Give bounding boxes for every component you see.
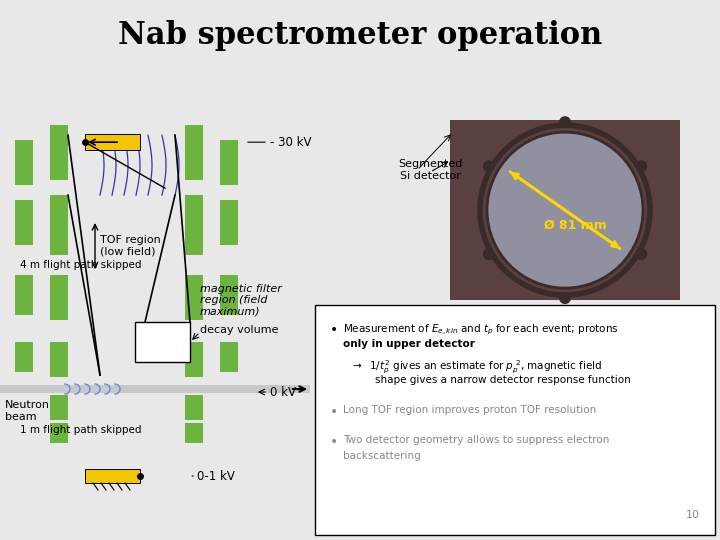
Text: Nab spectrometer operation: Nab spectrometer operation: [118, 19, 602, 51]
Circle shape: [483, 160, 495, 172]
Text: Segmented
Si detector: Segmented Si detector: [398, 159, 462, 181]
Text: •: •: [330, 435, 338, 449]
Bar: [220, 140, 238, 185]
Bar: [50, 342, 68, 377]
Text: 1 m flight path skipped: 1 m flight path skipped: [20, 425, 142, 435]
Bar: [50, 275, 68, 320]
Text: 10: 10: [686, 510, 700, 520]
Bar: [85, 134, 140, 150]
Bar: [185, 342, 203, 377]
Bar: [50, 195, 68, 255]
Bar: [15, 342, 33, 372]
Text: Neutron
beam: Neutron beam: [5, 400, 50, 422]
Bar: [185, 125, 203, 180]
Bar: [50, 125, 68, 180]
Text: magnetic filter
region (field
maximum): magnetic filter region (field maximum): [200, 284, 282, 316]
Text: 0-1 kV: 0-1 kV: [197, 469, 235, 483]
Circle shape: [635, 160, 647, 172]
Bar: [50, 423, 68, 443]
Bar: [15, 275, 33, 315]
Text: shape gives a narrow detector response function: shape gives a narrow detector response f…: [375, 375, 631, 385]
Bar: [185, 195, 203, 255]
Text: Measurement of $\mathit{E}_{e,kin}$ and $\mathit{t}_p$ for each event; protons: Measurement of $\mathit{E}_{e,kin}$ and …: [343, 323, 618, 338]
Text: decay volume: decay volume: [200, 325, 279, 335]
Text: 0 kV: 0 kV: [270, 386, 296, 399]
Bar: [185, 395, 203, 420]
Text: Ø 81 mm: Ø 81 mm: [544, 219, 606, 232]
Bar: [220, 200, 238, 245]
Bar: [85, 134, 140, 150]
Bar: [185, 423, 203, 443]
Circle shape: [559, 292, 571, 304]
Bar: [85, 469, 140, 483]
Bar: [0, 385, 310, 393]
Text: •: •: [330, 323, 338, 337]
Circle shape: [559, 116, 571, 128]
Bar: [135, 322, 190, 362]
Text: $\rightarrow$  $1/t_p^2$ gives an estimate for $p_p^{\ 2}$, magnetic field: $\rightarrow$ $1/t_p^2$ gives an estimat…: [350, 359, 603, 376]
Circle shape: [635, 248, 647, 260]
Bar: [15, 140, 33, 185]
Text: TOF region
(low field): TOF region (low field): [100, 235, 161, 257]
Bar: [315, 305, 715, 535]
Text: Long TOF region improves proton TOF resolution: Long TOF region improves proton TOF reso…: [343, 405, 596, 415]
Text: backscattering: backscattering: [343, 451, 420, 461]
Circle shape: [483, 248, 495, 260]
Bar: [15, 200, 33, 245]
Bar: [450, 120, 680, 300]
Bar: [220, 342, 238, 372]
Bar: [220, 275, 238, 315]
Circle shape: [487, 132, 643, 288]
Bar: [185, 275, 203, 320]
Bar: [85, 469, 140, 483]
Text: Two detector geometry allows to suppress electron: Two detector geometry allows to suppress…: [343, 435, 609, 445]
Text: •: •: [330, 405, 338, 419]
Text: - 30 kV: - 30 kV: [270, 136, 312, 148]
Text: only in upper detector: only in upper detector: [343, 339, 475, 349]
Text: 4 m flight path skipped: 4 m flight path skipped: [20, 260, 142, 270]
Bar: [50, 395, 68, 420]
